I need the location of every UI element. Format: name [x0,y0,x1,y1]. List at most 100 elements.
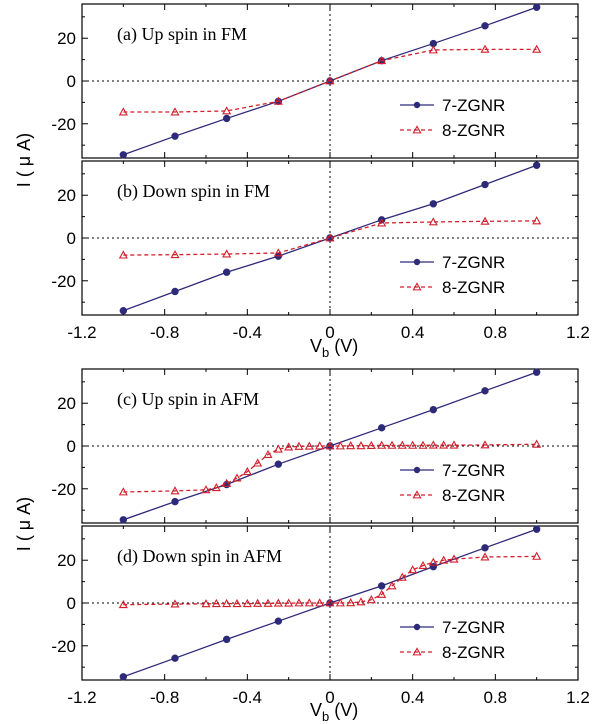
data-point-8-zgnr [211,482,221,492]
panel-title: (b) Down spin in FM [117,181,270,202]
data-point-8-zgnr [418,440,428,449]
legend-label: 7-ZGNR [442,461,505,480]
y-tick-label: 0 [67,594,76,613]
data-point-8-zgnr [408,565,418,574]
data-point-8-zgnr [253,598,263,607]
data-point-8-zgnr [242,598,252,608]
data-point-8-zgnr [387,581,397,590]
data-point-8-zgnr [377,218,387,227]
data-point-8-zgnr [232,598,242,608]
data-point-7-zgnr [532,3,541,11]
data-point-7-zgnr [481,22,489,30]
legend-marker [412,282,422,291]
data-point-7-zgnr [171,132,179,140]
data-point-8-zgnr [294,598,304,607]
data-point-8-zgnr [273,598,283,607]
x-tick-label: 0 [325,323,334,342]
data-point-7-zgnr [429,562,438,571]
panel-title: (d) Down spin in AFM [117,546,282,567]
data-point-8-zgnr [118,250,128,259]
data-point-8-zgnr [335,441,345,450]
data-point-8-zgnr [449,440,459,449]
y-tick-label: 20 [57,551,76,570]
legend-marker [413,258,421,266]
data-point-8-zgnr [346,441,356,450]
data-point-7-zgnr [222,114,231,123]
data-point-8-zgnr [377,589,387,598]
data-point-8-zgnr [325,233,335,242]
data-point-7-zgnr [377,424,386,432]
y-tick-label: 0 [67,229,76,248]
y-tick-label: -20 [51,637,76,656]
data-point-8-zgnr [377,55,387,65]
panel-c: -20 0 20 (c) Up spin in AFM 7-ZGNR 8-ZGNR [51,368,579,524]
data-point-8-zgnr [428,217,438,226]
legend-label: 8-ZGNR [442,486,505,505]
panel-a: -20 0 20 (a) Up spin in FM 7-ZGNR 8-ZGNR [51,3,579,159]
data-point-8-zgnr [170,249,180,259]
legend-marker [413,101,421,109]
panel-title: (a) Up spin in FM [117,24,247,45]
data-point-7-zgnr [119,516,128,524]
data-point-8-zgnr [315,441,325,450]
data-point-8-zgnr [428,440,438,449]
data-point-8-zgnr [315,598,325,607]
legend-marker [413,623,421,631]
legend-label: 8-ZGNR [442,121,505,140]
data-point-8-zgnr [356,441,366,450]
data-point-8-zgnr [366,595,376,604]
data-point-8-zgnr [480,216,490,225]
data-point-8-zgnr [439,440,449,449]
y-tick-label: -20 [51,480,76,499]
series-line-8-zgnr [123,555,537,606]
legend-marker [412,647,422,656]
y-tick-label: -20 [51,115,76,134]
panel-title: (c) Up spin in AFM [117,389,259,410]
data-point-8-zgnr [201,599,211,608]
x-tick-label: 0 [325,688,334,707]
data-point-8-zgnr [480,44,490,53]
data-point-8-zgnr [170,599,180,608]
data-point-8-zgnr [253,458,263,467]
data-point-8-zgnr [325,441,335,450]
data-point-8-zgnr [366,440,376,450]
data-point-8-zgnr [325,598,335,607]
y-tick-label: 0 [67,437,76,456]
x-tick-label: 0.4 [401,323,425,342]
legend-label: 7-ZGNR [442,618,505,637]
series-line-8-zgnr [123,48,537,113]
data-point-8-zgnr [346,598,356,607]
data-point-8-zgnr [532,44,542,53]
data-point-8-zgnr [325,76,335,85]
data-point-8-zgnr [273,248,283,257]
data-point-7-zgnr [171,654,179,662]
x-tick-label: -0.4 [233,688,262,707]
data-point-8-zgnr [428,45,438,54]
data-point-8-zgnr [170,107,180,116]
data-point-7-zgnr [532,161,541,169]
data-point-8-zgnr [397,440,407,449]
data-point-8-zgnr [408,440,418,449]
data-point-8-zgnr [242,466,252,476]
data-point-7-zgnr [429,405,438,414]
data-point-8-zgnr [335,598,345,607]
data-point-7-zgnr [119,151,128,159]
legend-marker [413,466,421,474]
data-point-7-zgnr [532,525,541,533]
data-point-8-zgnr [304,441,314,450]
panel-b: -1.2 -0.8 -0.4 0 0.4 0.8 1.2 -20 0 20 (b) Down spi… [51,160,590,360]
legend-label: 8-ZGNR [442,643,505,662]
data-point-8-zgnr [449,554,459,563]
data-point-8-zgnr [222,106,232,115]
y-tick-label: 20 [57,186,76,205]
data-point-8-zgnr [397,572,407,581]
data-point-7-zgnr [222,635,231,644]
legend-label: 8-ZGNR [442,278,505,297]
y-axis-label: I ( μ A) [14,497,34,551]
data-point-8-zgnr [304,598,314,607]
data-point-7-zgnr [481,180,489,189]
data-point-7-zgnr [222,268,231,276]
data-point-8-zgnr [428,557,438,566]
data-point-8-zgnr [294,441,304,450]
